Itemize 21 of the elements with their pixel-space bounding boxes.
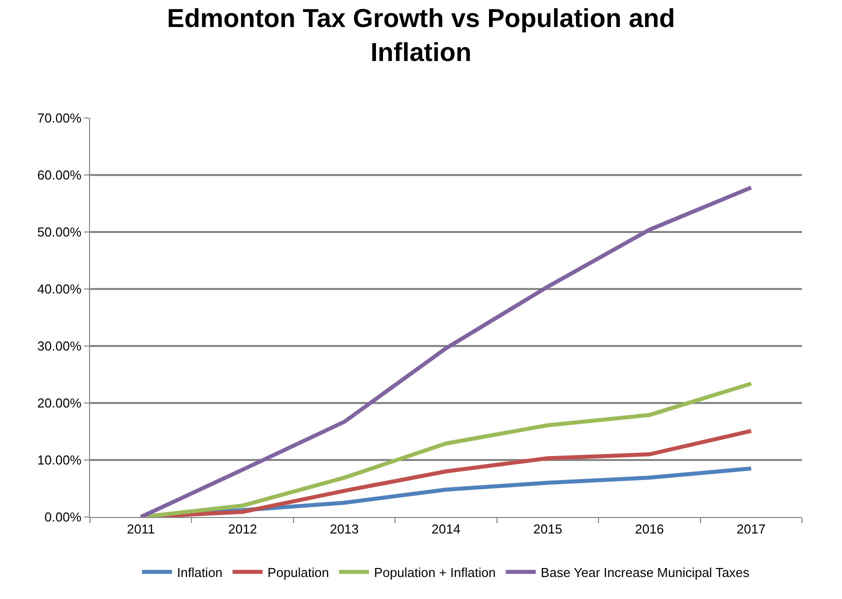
legend-label: Base Year Increase Municipal Taxes: [540, 564, 750, 580]
x-tick-label: 2011: [126, 522, 155, 537]
x-tick-label: 2013: [330, 522, 359, 537]
x-tick-label: 2014: [432, 522, 460, 537]
x-tick-label: 2012: [228, 522, 258, 537]
legend-label: Population: [268, 564, 329, 580]
x-tick-label: 2015: [533, 522, 562, 537]
x-tick-label: 2017: [736, 522, 766, 537]
y-tick-label: 20.00%: [37, 396, 82, 411]
y-tick-label: 0.00%: [44, 510, 82, 525]
y-tick-label: 30.00%: [37, 338, 82, 354]
legend-label: Inflation: [177, 564, 223, 580]
y-tick-label: 70.00%: [37, 110, 82, 126]
line-series: [138, 186, 754, 517]
y-tick-label: 50.00%: [37, 224, 82, 240]
legend-label: Population + Inflation: [374, 564, 496, 580]
chart-title: Edmonton Tax Growth vs Population and Inflation: [167, 2, 675, 67]
y-tick-label: 60.00%: [37, 168, 82, 183]
x-tick-label: 2016: [634, 522, 664, 537]
y-tick-label: 40.00%: [37, 282, 82, 297]
y-tick-label: 10.00%: [37, 452, 82, 468]
